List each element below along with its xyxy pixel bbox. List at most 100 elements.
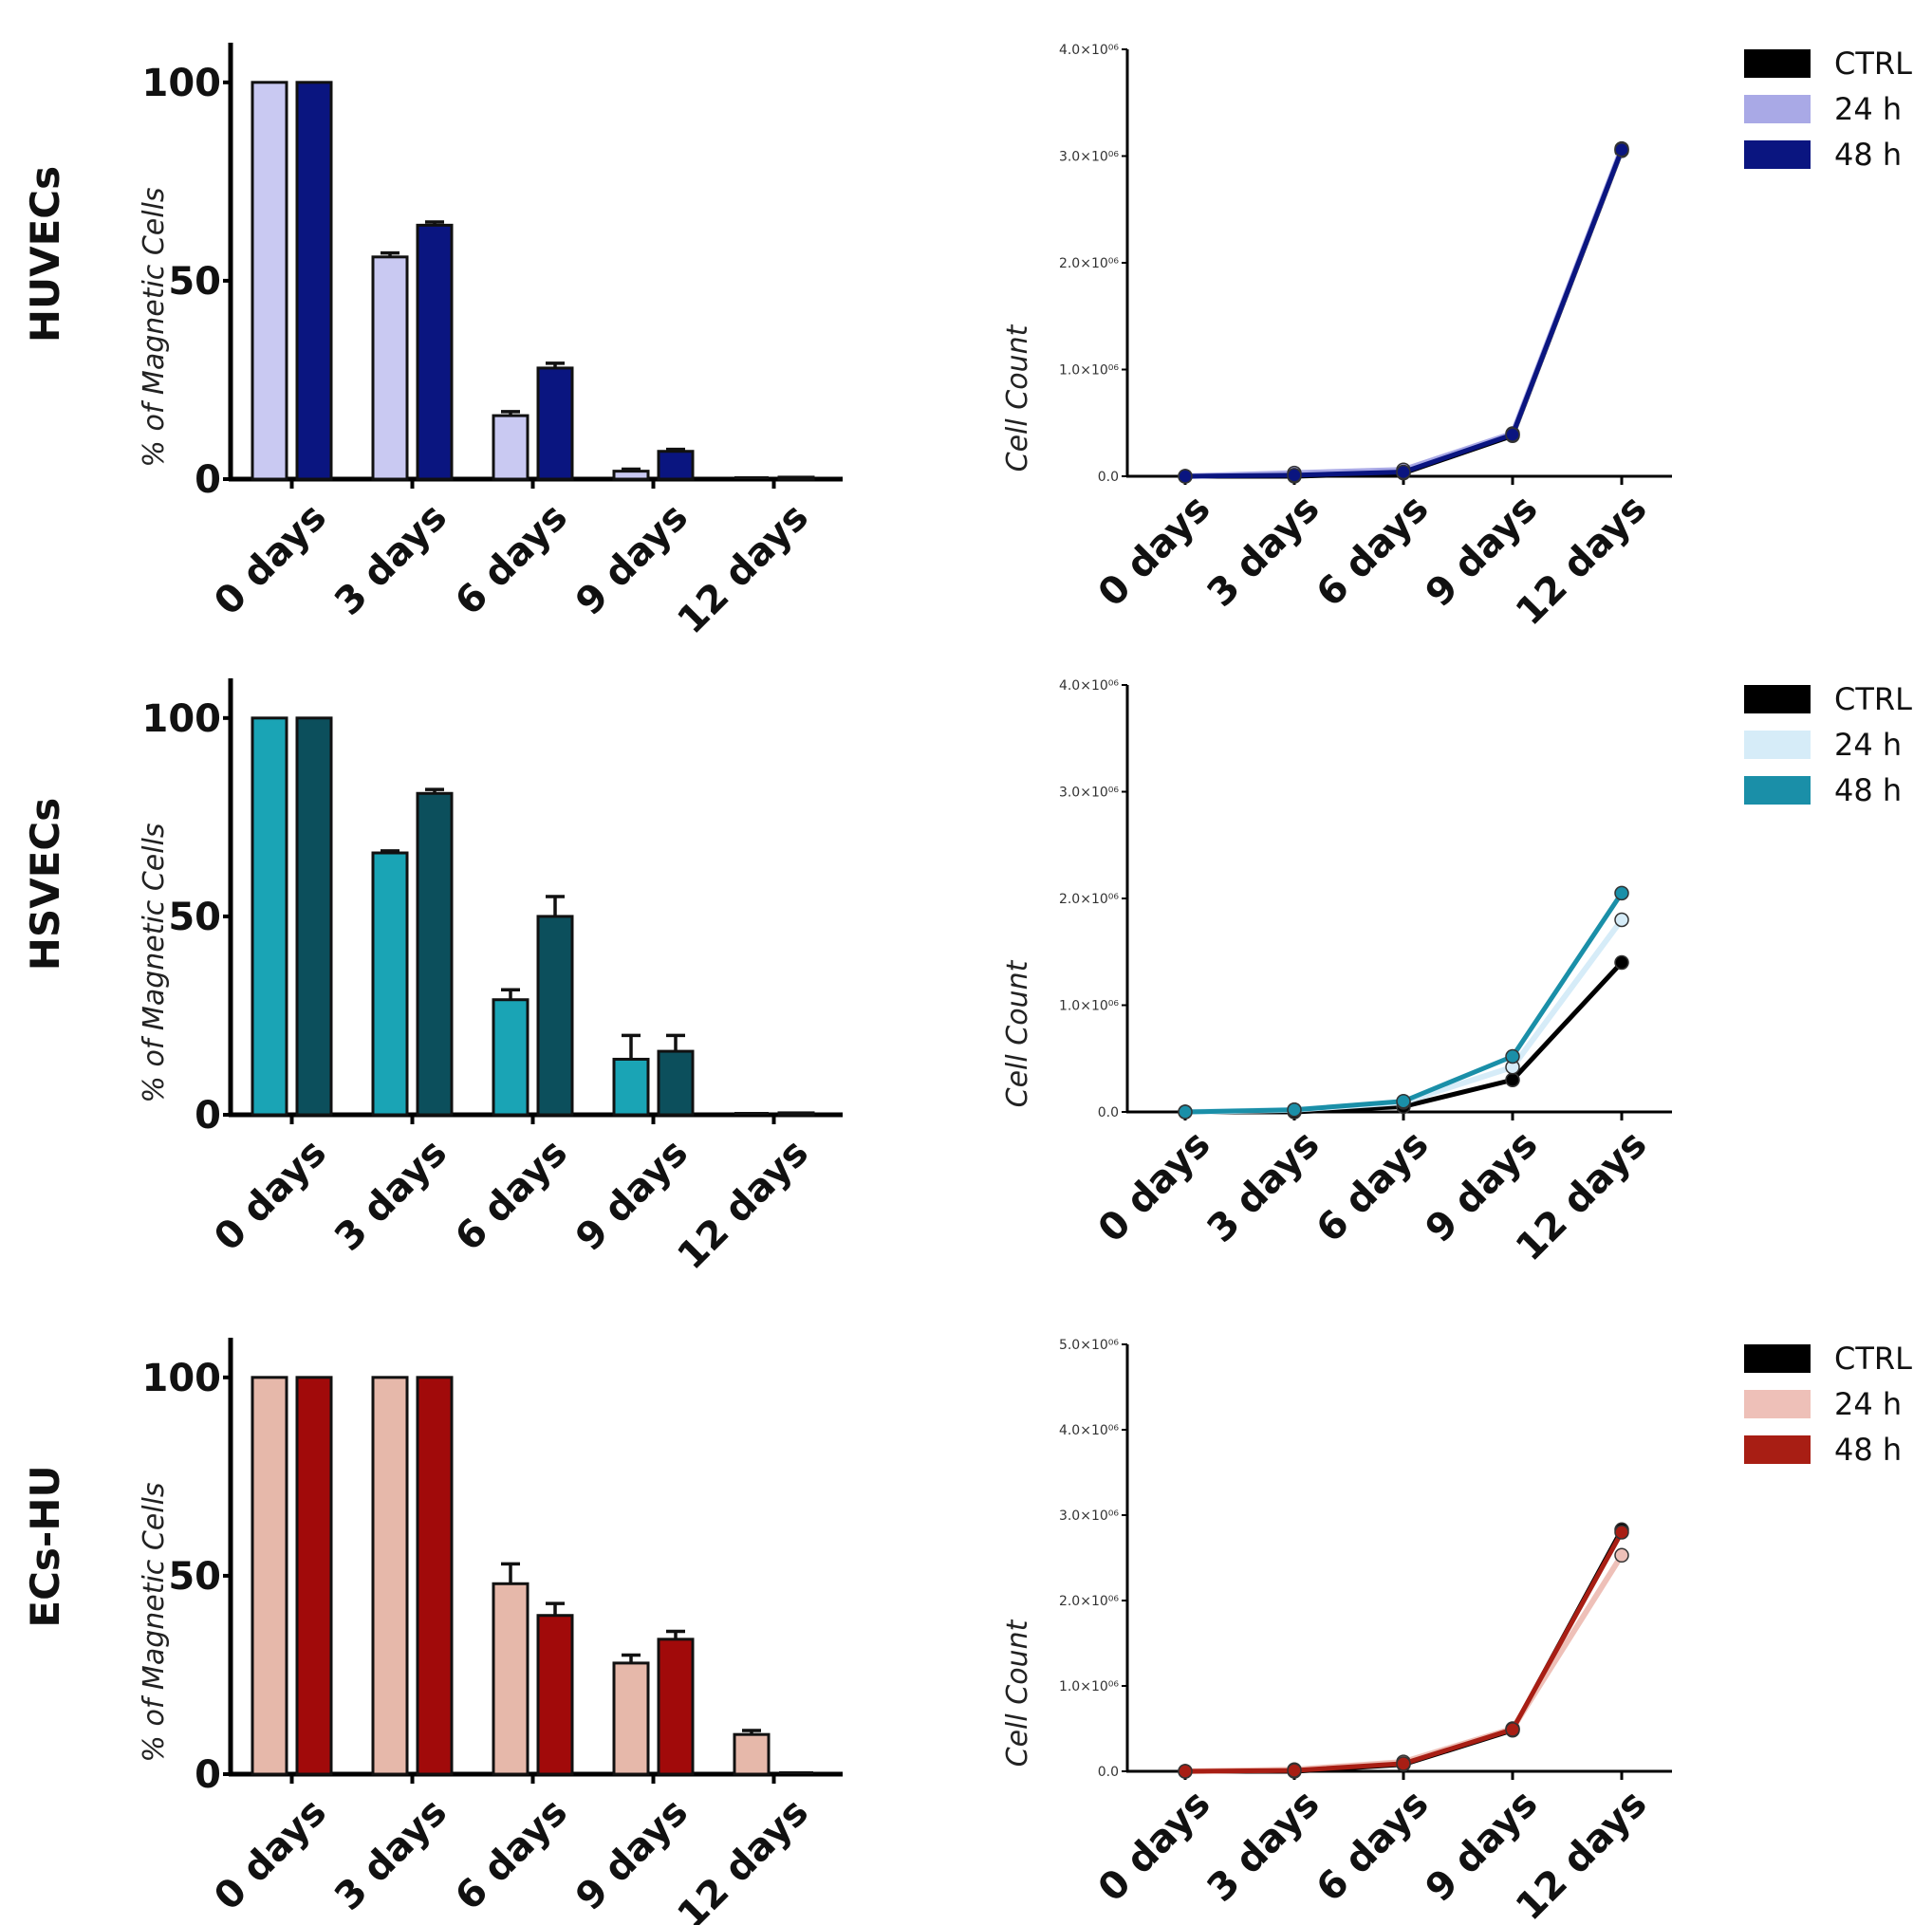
- legend: CTRL 24 h 48 h: [1744, 46, 1912, 173]
- bar-24h-0-days: [251, 716, 288, 1117]
- data-point-48h-12-days: [1614, 142, 1629, 157]
- x-tick-label: 12 days: [669, 495, 816, 642]
- x-tick-label: 0 days: [206, 495, 335, 624]
- y-tick-label: 0: [195, 458, 221, 502]
- y-tick-label: 100: [142, 62, 222, 105]
- y-tick-label: 100: [142, 1357, 222, 1400]
- bar-48h-0-days: [295, 716, 333, 1117]
- y-tick-label: 0.0: [1098, 470, 1119, 485]
- bar-48h-12-days: [777, 1111, 815, 1117]
- chart-4-line: Cell Count 0.0 1.0×10⁰⁶ 2.0×10⁰⁶ 3.0×10⁰⁶ 4.0…: [1001, 678, 1912, 1269]
- series-line-48h: [1184, 1530, 1625, 1774]
- bar-24h-9-days: [612, 470, 650, 481]
- data-point-48h-6-days: [1396, 1094, 1411, 1109]
- bar-24h-9-days: [612, 1661, 650, 1776]
- y-tick-label: 3.0×10⁰⁶: [1059, 1509, 1119, 1524]
- series-line-24h: [1184, 1553, 1625, 1774]
- legend: CTRL 24 h 48 h: [1744, 1341, 1912, 1468]
- y-tick-label: 100: [142, 697, 222, 741]
- legend-label: 48 h: [1834, 1432, 1902, 1468]
- series-line-48h: [1184, 891, 1625, 1115]
- legend-label: 48 h: [1834, 137, 1902, 173]
- bar-48h-3-days: [416, 791, 454, 1117]
- legend-label: CTRL: [1834, 1341, 1912, 1377]
- data-point-CTRL-9-days: [1505, 1072, 1520, 1087]
- y-tick-label: 3.0×10⁰⁶: [1059, 150, 1119, 165]
- legend-label: 48 h: [1834, 772, 1902, 808]
- chart-6-line: Cell Count 0.0 1.0×10⁰⁶ 2.0×10⁰⁶ 3.0×10⁰⁶ 4.0…: [1001, 1338, 1912, 1925]
- bar-48h-3-days: [416, 223, 454, 481]
- data-point-48h-9-days: [1505, 427, 1520, 442]
- bar-48h-6-days: [536, 1614, 574, 1776]
- chart-2-line: Cell Count 0.0 1.0×10⁰⁶ 2.0×10⁰⁶ 3.0×10⁰⁶ 4.0…: [1001, 43, 1912, 634]
- legend-swatch-24h: [1744, 95, 1811, 123]
- legend-swatch-48h: [1744, 140, 1811, 169]
- y-tick-label: 4.0×10⁰⁶: [1059, 678, 1119, 694]
- x-tick-label: 0 days: [1090, 1122, 1219, 1251]
- bar-48h-9-days: [657, 1049, 695, 1117]
- x-tick-label: 0 days: [1090, 487, 1219, 616]
- y-axis-label: Cell Count: [1001, 959, 1034, 1107]
- series-line-24h: [1184, 147, 1625, 479]
- y-tick-label: 2.0×10⁰⁶: [1059, 892, 1119, 907]
- x-tick-label: 3 days: [1199, 487, 1328, 616]
- bar-48h-0-days: [295, 81, 333, 481]
- y-tick-label: 2.0×10⁰⁶: [1059, 1594, 1119, 1609]
- y-tick-label: 5.0×10⁰⁶: [1059, 1338, 1119, 1353]
- bar-48h-9-days: [657, 1638, 695, 1776]
- x-tick-label: 6 days: [1309, 487, 1438, 616]
- x-tick-label: 12 days: [669, 1131, 816, 1278]
- y-tick-label: 2.0×10⁰⁶: [1059, 256, 1119, 271]
- data-point-48h-0-days: [1178, 1104, 1193, 1120]
- data-point-48h-9-days: [1505, 1722, 1520, 1737]
- y-tick-label: 4.0×10⁰⁶: [1059, 43, 1119, 58]
- legend-swatch-24h: [1744, 731, 1811, 759]
- bar-48h-12-days: [779, 1771, 813, 1774]
- bar-24h-6-days: [492, 1582, 529, 1776]
- x-tick-label: 0 days: [206, 1131, 335, 1260]
- x-tick-label: 3 days: [1199, 1122, 1328, 1251]
- legend-swatch-CTRL: [1744, 1344, 1811, 1373]
- legend-label: CTRL: [1834, 681, 1912, 717]
- y-tick-label: 1.0×10⁰⁶: [1059, 1679, 1119, 1694]
- x-tick-label: 3 days: [326, 1790, 455, 1919]
- legend-label: 24 h: [1834, 91, 1902, 127]
- bar-24h-0-days: [251, 81, 288, 481]
- x-tick-label: 12 days: [669, 1790, 816, 1925]
- bar-24h-6-days: [492, 414, 529, 481]
- legend-swatch-CTRL: [1744, 685, 1811, 713]
- data-point-48h-3-days: [1287, 1763, 1302, 1778]
- bar-24h-12-days: [734, 476, 769, 479]
- y-tick-label: 1.0×10⁰⁶: [1059, 363, 1119, 379]
- y-tick-label: 1.0×10⁰⁶: [1059, 999, 1119, 1014]
- data-point-48h-3-days: [1287, 1102, 1302, 1118]
- row-label: HSVECs: [22, 798, 68, 971]
- y-axis-label: Cell Count: [1001, 324, 1034, 472]
- data-point-48h-0-days: [1178, 469, 1193, 484]
- data-point-48h-6-days: [1396, 464, 1411, 480]
- y-tick-label: 0: [195, 1753, 221, 1797]
- row-label: ECs-HU: [22, 1465, 68, 1627]
- y-axis-label: Cell Count: [1001, 1619, 1034, 1767]
- data-point-48h-3-days: [1287, 468, 1302, 483]
- data-point-48h-6-days: [1396, 1756, 1411, 1771]
- bar-48h-6-days: [536, 915, 574, 1117]
- x-tick-label: 3 days: [1199, 1782, 1328, 1911]
- x-tick-label: 6 days: [1309, 1122, 1438, 1251]
- series-line-24h: [1184, 917, 1625, 1115]
- legend-label: 24 h: [1834, 1386, 1902, 1422]
- y-axis-label: % of Magnetic Cells: [138, 1482, 171, 1762]
- bar-48h-3-days: [416, 1376, 454, 1776]
- legend-swatch-48h: [1744, 1435, 1811, 1464]
- bar-24h-12-days: [734, 1112, 769, 1115]
- bar-24h-6-days: [492, 998, 529, 1117]
- bar-48h-0-days: [295, 1376, 333, 1776]
- legend-label: CTRL: [1834, 46, 1912, 82]
- bar-24h-3-days: [371, 1376, 409, 1776]
- data-point-CTRL-12-days: [1614, 954, 1629, 971]
- legend-label: 24 h: [1834, 727, 1902, 763]
- x-tick-label: 3 days: [326, 1131, 455, 1260]
